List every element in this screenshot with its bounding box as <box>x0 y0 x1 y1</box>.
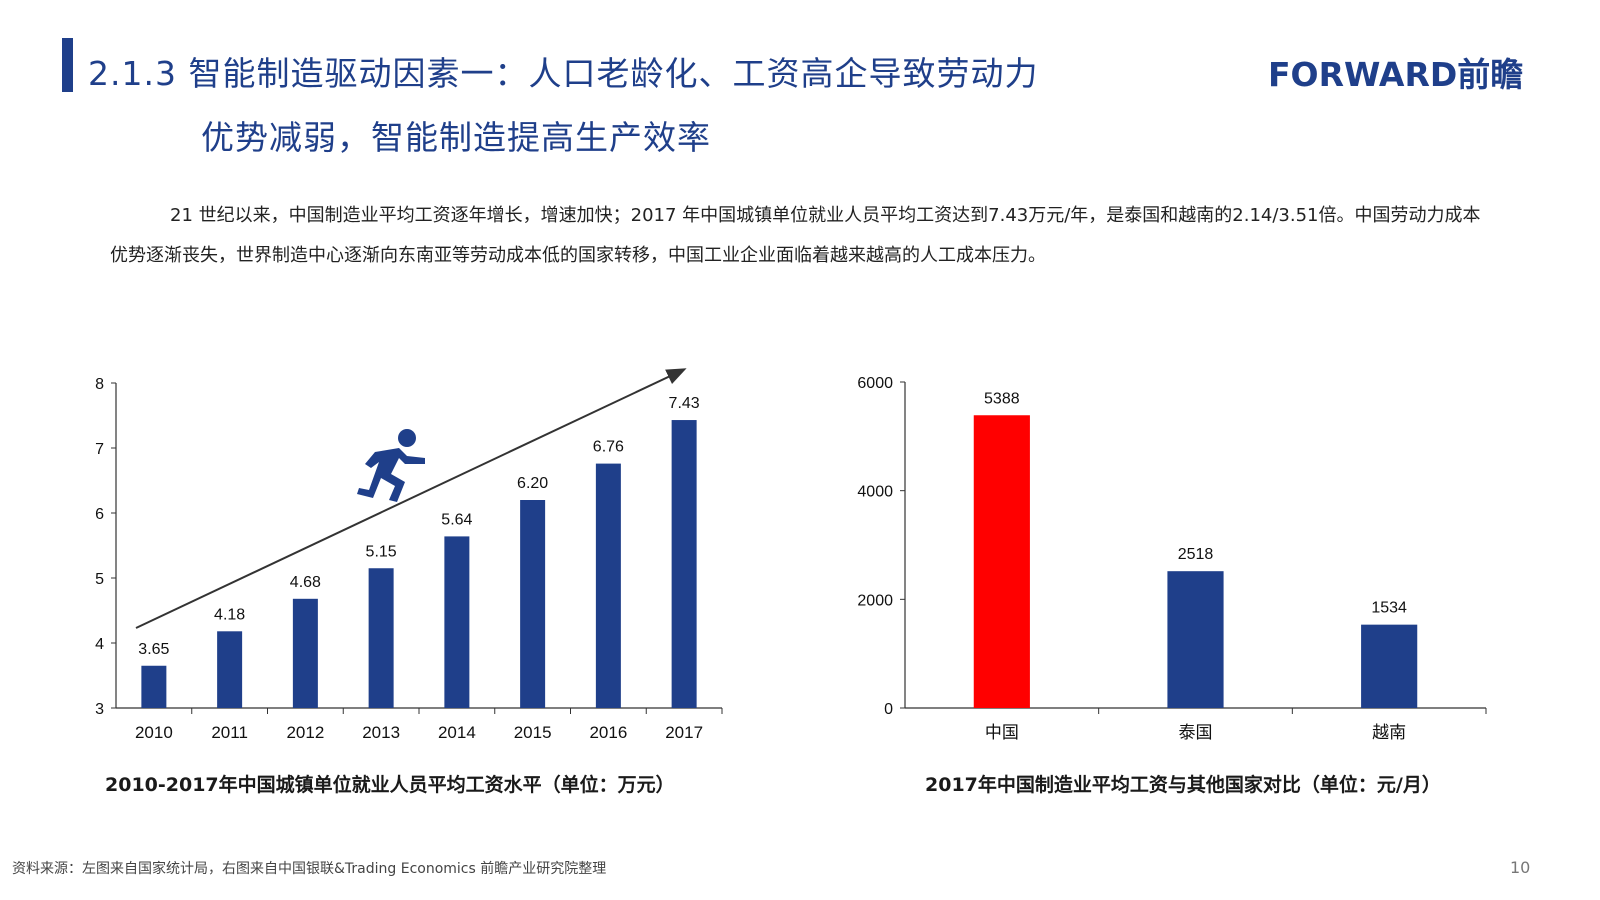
data-label: 6.20 <box>517 475 548 492</box>
y-tick-label: 4 <box>95 636 104 653</box>
data-label: 4.18 <box>214 606 245 623</box>
trend-arrow <box>135 368 687 629</box>
data-label: 5.64 <box>441 511 472 528</box>
page-number: 10 <box>1510 858 1531 877</box>
y-tick-label: 0 <box>884 701 893 718</box>
country-wage-chart: 0 2000 4000 6000 5388 中国 2518 泰国 1534 越南 <box>857 375 1487 742</box>
title-line-2: 优势减弱，智能制造提高生产效率 <box>201 118 711 157</box>
y-tick-label: 3 <box>95 701 104 718</box>
x-tick-label: 2013 <box>362 723 400 742</box>
data-label: 5.15 <box>366 543 397 560</box>
bar-2014 <box>444 536 470 708</box>
forward-logo: FORWARD前瞻 <box>1268 55 1524 94</box>
source-note: 资料来源：左图来自国家统计局，右图来自中国银联&Trading Economic… <box>12 861 607 877</box>
wage-trend-chart: 3 4 5 6 7 8 3.65 2010 4.18 2011 4.68 2012 5.15 2013 5.… <box>95 368 723 742</box>
x-tick-label: 越南 <box>1372 723 1406 742</box>
running-person-icon <box>357 429 425 502</box>
body-paragraph: 21 世纪以来，中国制造业平均工资逐年增长，增速加快；2017 年中国城镇单位就… <box>110 196 1490 276</box>
body-paragraph-text: 21 世纪以来，中国制造业平均工资逐年增长，增速加快；2017 年中国城镇单位就… <box>110 205 1481 266</box>
bar-2012 <box>292 598 318 708</box>
bar-2015 <box>520 500 546 708</box>
y-tick-label: 2000 <box>857 592 893 609</box>
title-accent-bar <box>62 38 73 92</box>
x-tick-label: 2016 <box>589 723 627 742</box>
x-tick-label: 2010 <box>135 723 173 742</box>
right-chart-caption: 2017年中国制造业平均工资与其他国家对比（单位：元/月） <box>925 774 1441 796</box>
y-tick-label: 5 <box>95 571 104 588</box>
data-label: 1534 <box>1371 600 1407 617</box>
bar-中国 <box>973 415 1030 708</box>
bar-2016 <box>595 463 621 708</box>
x-tick-label: 2017 <box>665 723 703 742</box>
left-chart-caption: 2010-2017年中国城镇单位就业人员平均工资水平（单位：万元） <box>105 774 675 796</box>
data-label: 2518 <box>1178 546 1214 563</box>
bar-越南 <box>1361 624 1418 708</box>
y-tick-label: 6 <box>95 506 104 523</box>
bar-2010 <box>141 665 167 708</box>
y-tick-label: 4000 <box>857 484 893 501</box>
x-tick-label: 中国 <box>985 723 1019 742</box>
x-tick-label: 2011 <box>211 723 248 742</box>
bar-2017 <box>671 420 697 708</box>
page-title: 2.1.3 智能制造驱动因素一：人口老龄化、工资高企导致劳动力 优势减弱，智能制… <box>88 42 1238 170</box>
x-tick-label: 2014 <box>438 723 476 742</box>
bar-2013 <box>368 568 394 708</box>
data-label: 6.76 <box>593 439 624 456</box>
x-tick-label: 2015 <box>514 723 552 742</box>
data-label: 7.43 <box>669 395 700 412</box>
data-label: 5388 <box>984 390 1020 407</box>
x-tick-label: 2012 <box>286 723 324 742</box>
data-label: 3.65 <box>138 641 169 658</box>
bar-2011 <box>217 631 243 708</box>
y-tick-label: 6000 <box>857 375 893 392</box>
bar-泰国 <box>1167 571 1224 708</box>
data-label: 4.68 <box>290 574 321 591</box>
y-tick-label: 8 <box>95 376 104 393</box>
y-tick-label: 7 <box>95 441 104 458</box>
title-line-1: 2.1.3 智能制造驱动因素一：人口老龄化、工资高企导致劳动力 <box>88 54 1039 93</box>
x-tick-label: 泰国 <box>1179 723 1213 742</box>
